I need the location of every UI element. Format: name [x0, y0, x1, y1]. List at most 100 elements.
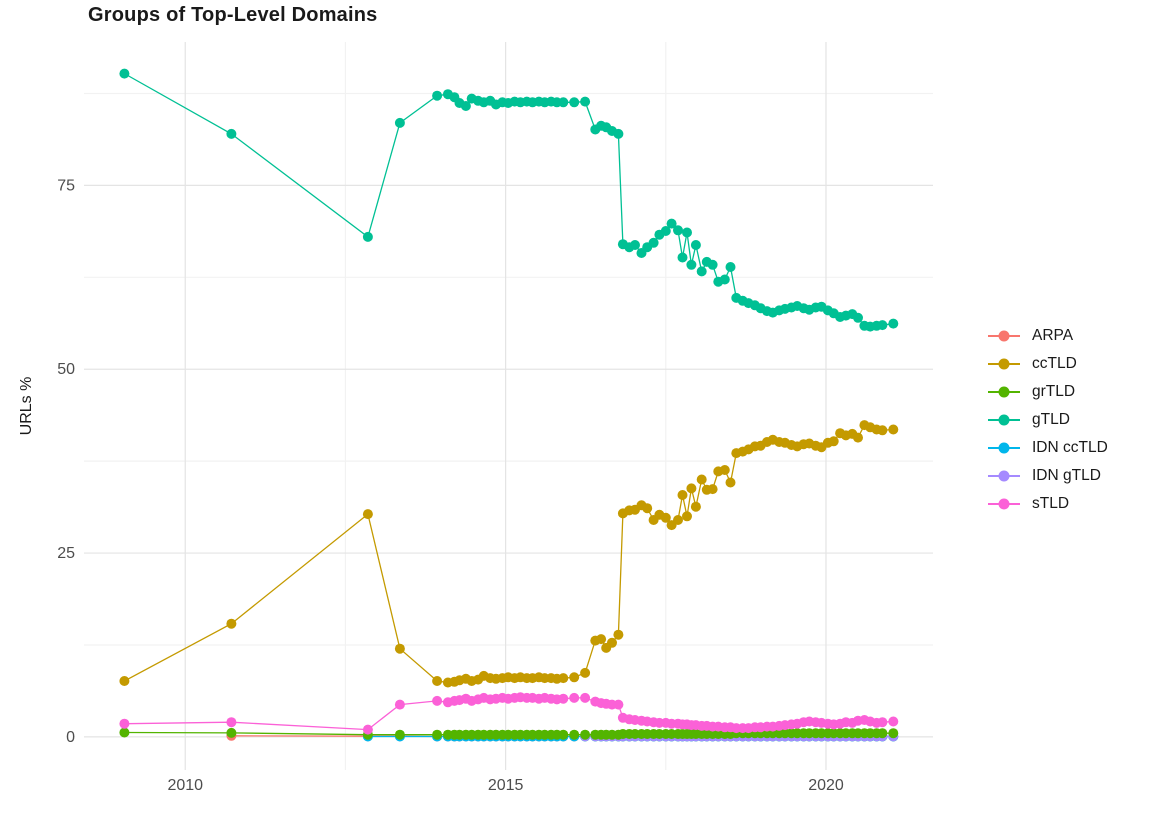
data-point	[613, 128, 624, 139]
grid-minor	[84, 42, 933, 770]
data-point	[682, 511, 692, 522]
y-tick-label: 0	[66, 729, 75, 746]
data-point	[696, 474, 707, 485]
legend-item-IDN-gTLD: IDN gTLD	[986, 462, 1108, 490]
data-point	[362, 231, 373, 242]
y-axis-labels: 0 25 50 75	[57, 177, 75, 746]
data-point	[690, 240, 701, 250]
legend-key-icon	[988, 330, 1020, 342]
data-point	[877, 320, 888, 331]
data-point	[558, 673, 569, 684]
data-point	[888, 728, 899, 739]
legend-label: ccTLD	[1032, 355, 1077, 372]
data-point	[607, 637, 617, 648]
data-point	[686, 259, 697, 270]
data-point	[888, 318, 899, 329]
data-point	[569, 672, 580, 683]
data-point	[677, 252, 688, 263]
data-point	[580, 692, 591, 703]
legend-label: grTLD	[1032, 383, 1076, 400]
data-point	[682, 227, 692, 238]
data-point	[226, 618, 237, 629]
data-point	[725, 262, 736, 272]
data-point	[119, 727, 130, 738]
data-point	[673, 225, 683, 236]
data-point	[558, 729, 569, 740]
data-point	[888, 424, 899, 435]
data-point	[580, 667, 591, 678]
series-line	[124, 424, 894, 684]
legend-key-icon	[988, 470, 1020, 482]
legend-key-icon	[988, 358, 1020, 370]
legend-item-ARPA: ARPA	[986, 322, 1108, 350]
data-point	[558, 693, 569, 704]
data-point	[394, 699, 405, 710]
data-point	[613, 629, 624, 640]
data-point	[119, 676, 130, 686]
data-point	[119, 68, 130, 79]
grid-major	[84, 42, 933, 770]
legend-item-ccTLD: ccTLD	[986, 350, 1108, 378]
legend-item-IDN-ccTLD: IDN ccTLD	[986, 434, 1108, 462]
data-point	[666, 218, 677, 229]
data-point	[877, 728, 888, 739]
data-point	[432, 676, 443, 686]
data-point	[226, 727, 237, 738]
data-point	[707, 259, 718, 270]
data-point	[362, 509, 373, 520]
data-point	[707, 484, 718, 495]
data-point	[394, 729, 405, 740]
legend-label: IDN ccTLD	[1032, 439, 1108, 456]
data-point	[460, 101, 471, 111]
data-point	[394, 643, 405, 654]
series-gTLD	[119, 68, 899, 332]
data-point	[613, 699, 624, 710]
data-point	[119, 718, 130, 729]
data-point	[690, 501, 701, 512]
data-point	[569, 729, 580, 740]
legend-label: gTLD	[1032, 411, 1070, 428]
x-tick-label: 2015	[488, 777, 524, 794]
legend-key-icon	[988, 498, 1020, 510]
data-point	[888, 716, 899, 727]
data-point	[719, 465, 730, 475]
data-point	[642, 503, 653, 514]
data-point	[226, 717, 237, 728]
x-tick-label: 2020	[808, 777, 844, 794]
data-point	[828, 436, 839, 447]
data-point	[677, 490, 688, 500]
legend-label: sTLD	[1032, 495, 1070, 512]
data-point	[696, 266, 707, 277]
data-point	[660, 512, 671, 523]
legend-label: ARPA	[1032, 327, 1074, 344]
legend-item-sTLD: sTLD	[986, 490, 1108, 518]
data-point	[660, 226, 671, 236]
data-point	[580, 729, 591, 740]
data-point	[877, 425, 888, 436]
y-axis-title: URLs %	[18, 376, 35, 436]
series-ccTLD	[119, 420, 899, 688]
data-point	[630, 240, 640, 250]
data-point	[686, 483, 697, 494]
data-point	[596, 634, 607, 645]
legend-key-icon	[988, 386, 1020, 398]
series-sTLD	[119, 692, 899, 735]
legend-key-icon	[988, 414, 1020, 426]
data-point	[558, 97, 569, 108]
data-point	[226, 128, 237, 139]
data-point	[725, 477, 736, 488]
data-point	[648, 237, 659, 248]
y-tick-label: 75	[57, 177, 75, 194]
data-point	[432, 90, 443, 101]
data-point	[394, 117, 405, 128]
x-tick-label: 2010	[167, 777, 203, 794]
data-point	[853, 432, 863, 443]
legend: ARPA ccTLD grTLD gTLD IDN ccTLD IDN gTLD sTLD	[986, 322, 1108, 518]
data-point	[877, 717, 888, 728]
series-line	[124, 73, 894, 328]
x-axis-labels: 2010 2015 2020	[167, 777, 843, 794]
data-point	[580, 96, 591, 107]
plot-title: Groups of Top-Level Domains	[88, 4, 378, 26]
